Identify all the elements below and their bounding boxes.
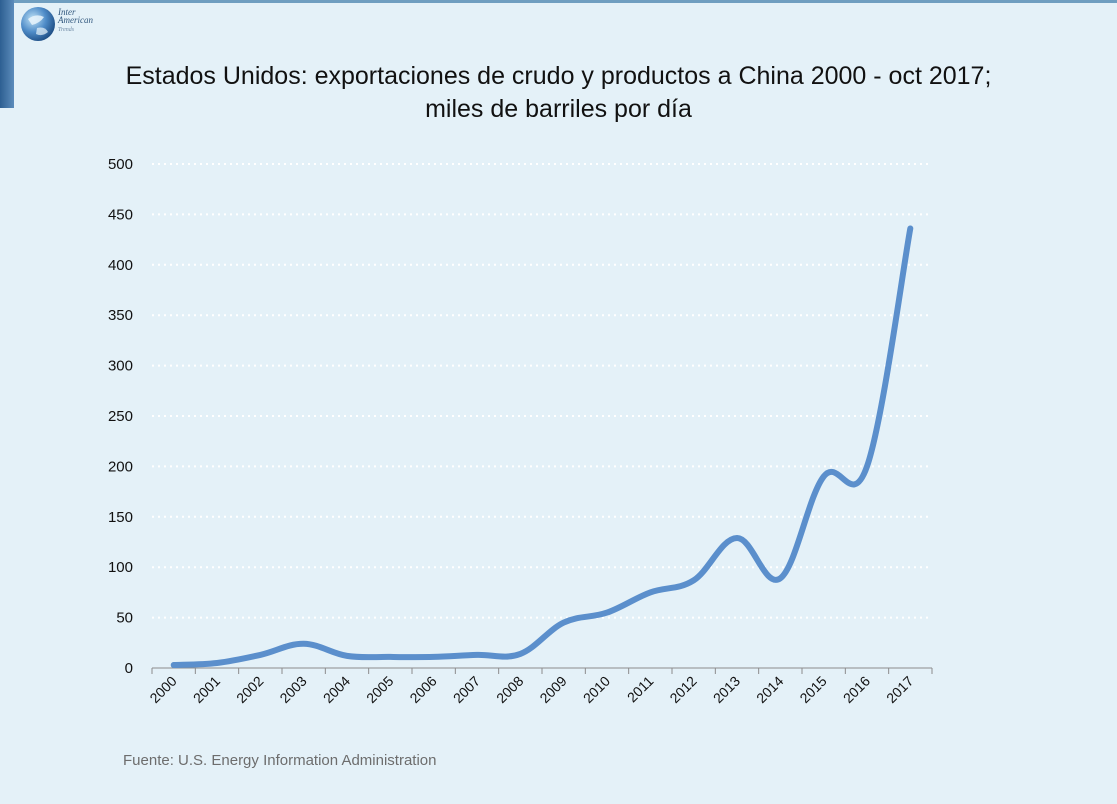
chart-title-line-1: Estados Unidos: exportaciones de crudo y… xyxy=(125,62,992,90)
y-tick-label: 350 xyxy=(108,307,133,324)
top-rule xyxy=(0,0,1117,3)
x-tick-label: 2001 xyxy=(190,673,223,706)
inter-american-trends-logo: Inter American Trends xyxy=(18,4,128,50)
y-tick-label: 100 xyxy=(108,559,133,576)
logo-line-1: Inter xyxy=(58,7,76,17)
series-line-0 xyxy=(170,225,914,668)
x-tick-label: 2015 xyxy=(796,673,829,706)
x-tick-label: 2004 xyxy=(320,673,353,706)
x-tick-labels: 2000 2001 2002 2003 2004 2005 2006 2007 2008 2009… xyxy=(146,673,916,706)
x-tick-label: 2013 xyxy=(710,673,743,706)
y-tick-label: 50 xyxy=(116,610,133,627)
left-accent-bar xyxy=(0,0,14,108)
series-layer xyxy=(170,225,914,668)
chart-title-line-2: miles de barriles por día xyxy=(425,95,692,123)
logo-line-3: Trends xyxy=(58,27,75,33)
x-tick-label: 2011 xyxy=(624,673,657,706)
y-tick-label: 150 xyxy=(108,509,133,526)
y-tick-label: 0 xyxy=(125,660,133,677)
y-tick-label: 450 xyxy=(108,206,133,223)
chart-title: Estados Unidos: exportaciones de crudo y… xyxy=(0,60,1117,126)
grid-layer xyxy=(152,163,932,619)
x-tick-label: 2006 xyxy=(406,673,439,706)
x-tick-label: 2005 xyxy=(363,673,396,706)
x-tick-label: 2016 xyxy=(840,673,873,706)
y-tick-label: 500 xyxy=(108,156,133,173)
x-tick-label: 2010 xyxy=(580,673,613,706)
axis-layer xyxy=(151,667,933,674)
logo-wordmark: Inter American Trends xyxy=(58,8,93,34)
y-tick-label: 250 xyxy=(108,408,133,425)
y-tick-label: 300 xyxy=(108,358,133,375)
logo-line-2: American xyxy=(58,15,93,25)
y-tick-label: 400 xyxy=(108,257,133,274)
x-tick-label: 2014 xyxy=(753,673,786,706)
x-tick-label: 2012 xyxy=(666,673,699,706)
x-tick-label: 2002 xyxy=(233,673,266,706)
x-tick-label: 2008 xyxy=(493,673,526,706)
globe-icon xyxy=(21,7,55,41)
y-tick-labels: 0 50 100 150 200 250 300 350 400 450 500 xyxy=(108,156,133,677)
x-tick-label: 2000 xyxy=(146,673,179,706)
source-note: Fuente: U.S. Energy Information Administ… xyxy=(123,752,437,769)
y-tick-label: 200 xyxy=(108,458,133,475)
x-tick-label: 2017 xyxy=(883,673,916,706)
x-tick-label: 2007 xyxy=(450,673,483,706)
x-tick-label: 2003 xyxy=(276,673,309,706)
x-tick-label: 2009 xyxy=(536,673,569,706)
